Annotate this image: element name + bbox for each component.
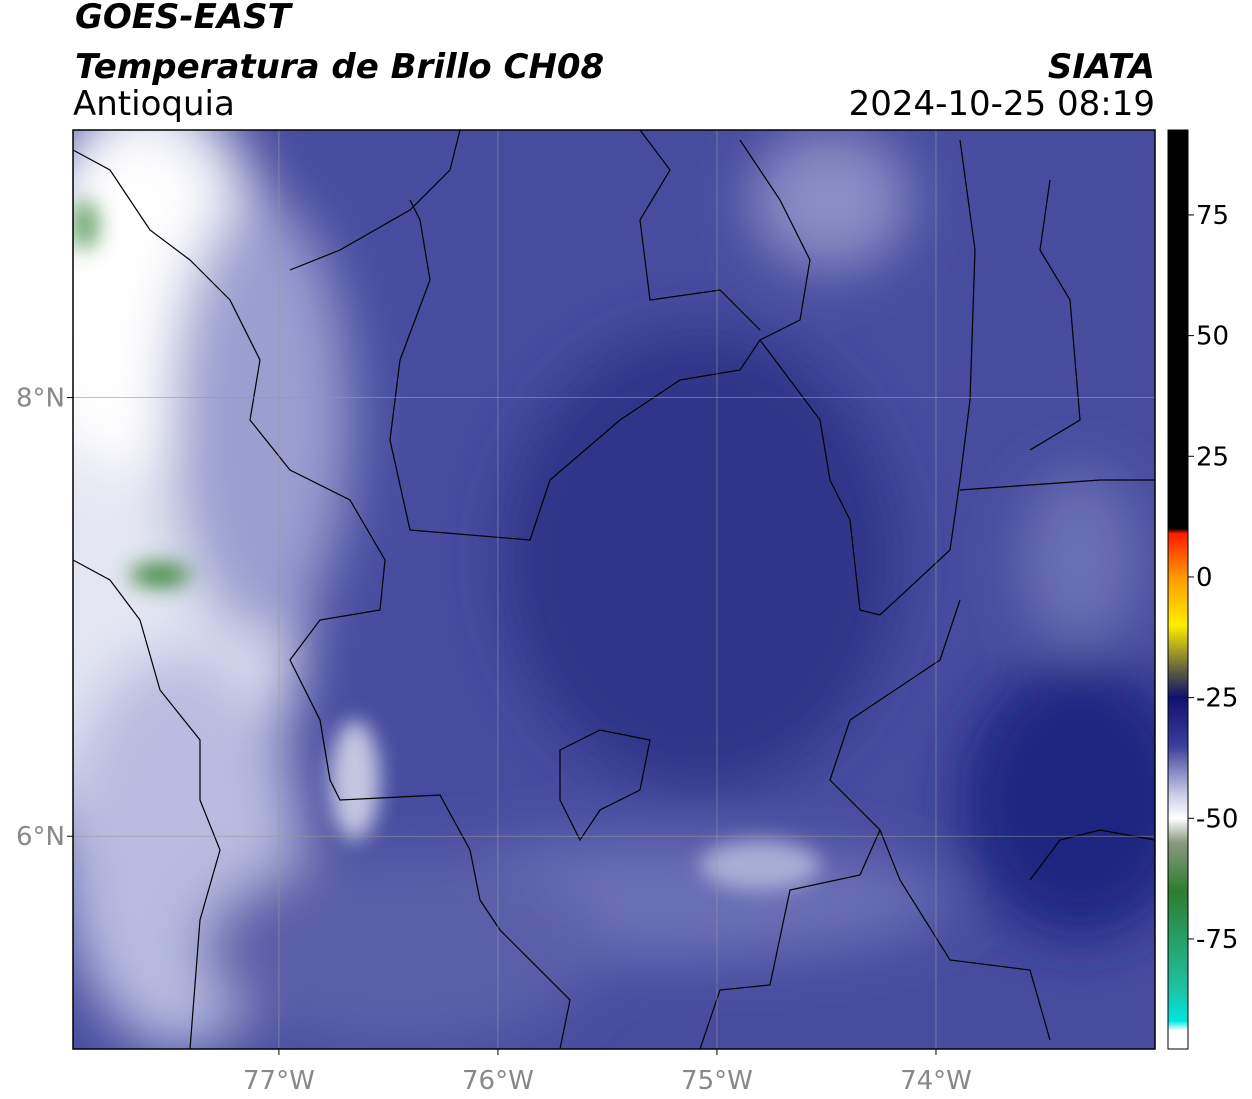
- lon-tick-label: 74°W: [900, 1066, 972, 1096]
- colorbar-tick-label: -75: [1196, 925, 1238, 955]
- product-title: Temperatura de Brillo CH08: [75, 47, 604, 87]
- lon-tick-label: 75°W: [681, 1066, 753, 1096]
- lat-tick-label: 6°N: [16, 822, 65, 852]
- graticule: [73, 130, 1155, 1049]
- borders: [73, 130, 1155, 1049]
- map-frame: [72, 129, 1156, 1050]
- lat-tick-label: 8°N: [16, 384, 65, 414]
- satellite-title: GOES-EAST: [75, 0, 294, 37]
- datetime-label: 2024-10-25 08:19: [849, 84, 1155, 124]
- lon-tick-label: 76°W: [462, 1066, 534, 1096]
- colorbar-tick-label: 0: [1196, 563, 1213, 593]
- colorbar-tick-label: 50: [1196, 322, 1229, 352]
- cloud-detail: [73, 200, 820, 890]
- region-label: Antioquia: [73, 84, 235, 124]
- source-label: SIATA: [1048, 47, 1155, 87]
- colorbar-tick-label: 25: [1196, 442, 1229, 472]
- colorbar: [1167, 129, 1189, 1050]
- map-image: [73, 130, 1155, 1049]
- colorbar-tick-label: -25: [1196, 684, 1238, 714]
- colorbar-tick-label: 75: [1196, 201, 1229, 231]
- lon-tick-label: 77°W: [243, 1066, 315, 1096]
- colorbar-tick-label: -50: [1196, 804, 1238, 834]
